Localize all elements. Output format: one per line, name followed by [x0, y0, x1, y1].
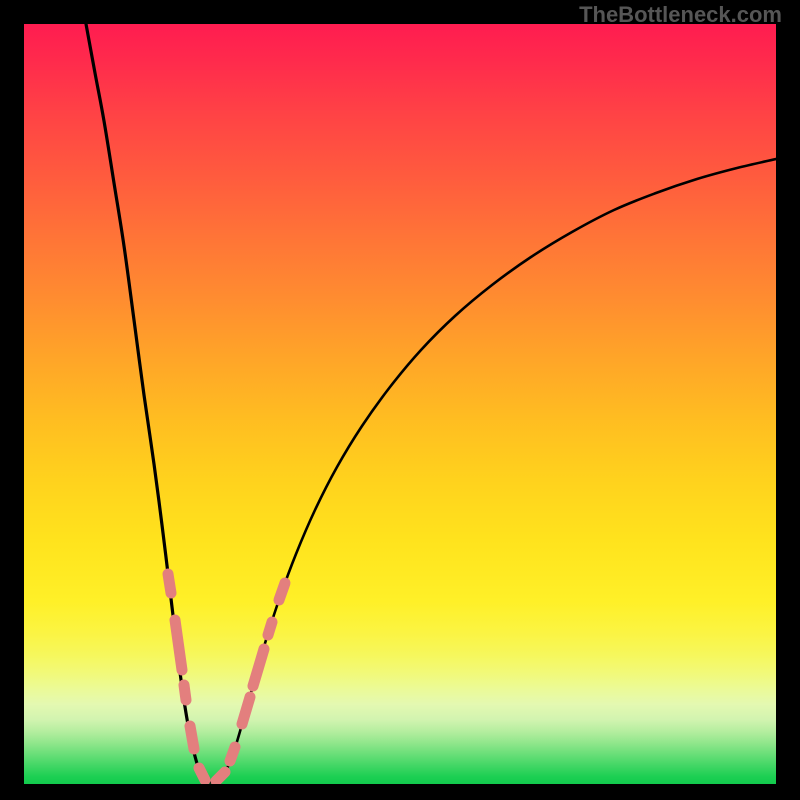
gradient-background [24, 24, 776, 784]
highlight-dash [199, 768, 205, 780]
plot-area [24, 24, 776, 784]
plot-svg [24, 24, 776, 784]
highlight-dash [168, 574, 171, 593]
highlight-dash [279, 583, 285, 600]
watermark-text: TheBottleneck.com [579, 2, 782, 28]
highlight-dash [190, 726, 194, 749]
highlight-dash [216, 772, 225, 781]
highlight-dash [268, 622, 272, 635]
highlight-dash [242, 697, 250, 724]
highlight-dash [184, 685, 186, 700]
highlight-dash [230, 747, 235, 761]
highlight-dash [175, 620, 182, 670]
figure-root: TheBottleneck.com [0, 0, 800, 800]
